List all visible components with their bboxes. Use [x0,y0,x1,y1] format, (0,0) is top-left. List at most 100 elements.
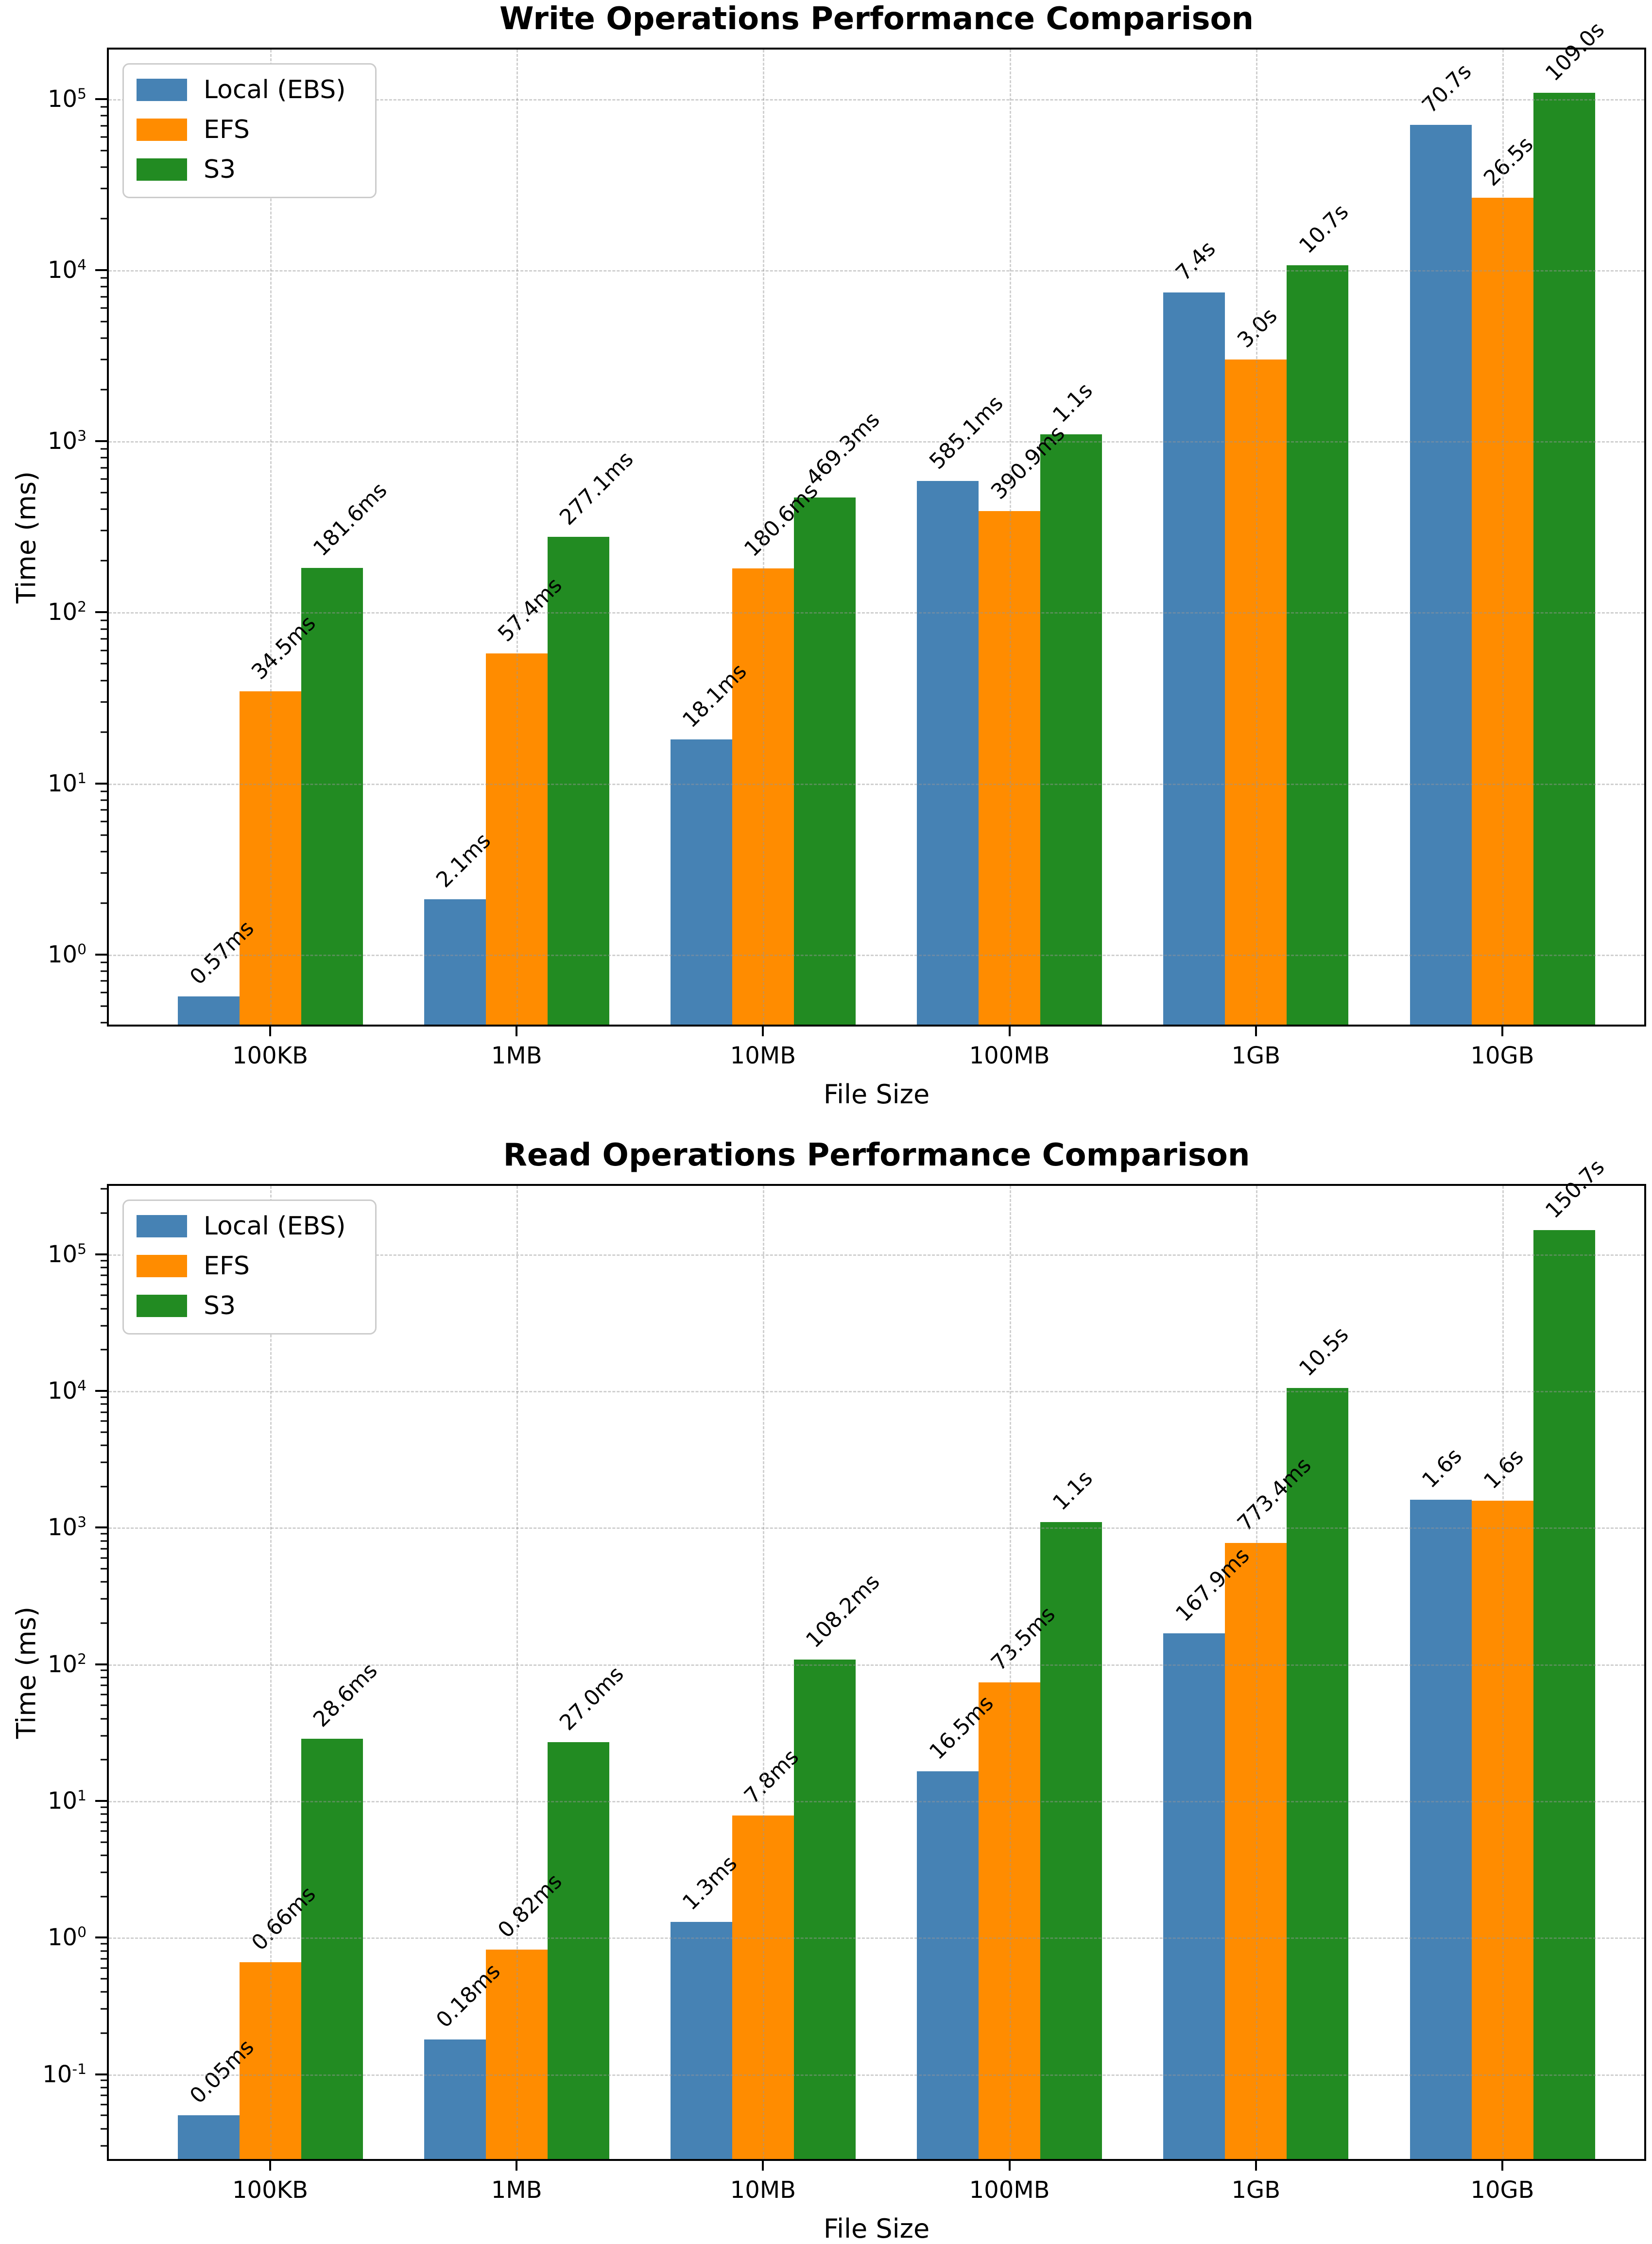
x-tick [1008,2159,1011,2171]
y-minor-tick [101,1759,107,1761]
y-tick-label: 10-1 [42,2060,86,2088]
y-minor-tick [101,2128,107,2130]
bar-value-label: 585.1ms [924,391,1008,475]
y-minor-tick [101,650,107,651]
bar-write-s3-10mb [793,497,856,1025]
y-minor-tick [101,1622,107,1624]
y-minor-tick [101,166,107,168]
bar-read-s3-10mb [793,1659,856,2159]
y-minor-tick [101,1403,107,1405]
y-major-tick [95,1389,107,1392]
y-minor-tick [101,701,107,703]
y-minor-tick [101,902,107,904]
legend-item-s3: S3 [137,157,346,182]
bar-read-s3-1mb [547,1742,609,2159]
y-tick-label: 105 [47,1240,86,1268]
bar-value-label: 108.2ms [801,1569,885,1653]
y-minor-tick [101,2145,107,2147]
x-tick [1008,1025,1011,1036]
y-minor-tick [101,1735,107,1737]
y-minor-tick [101,448,107,450]
y-minor-tick [101,1830,107,1832]
y-minor-tick [101,1677,107,1679]
y-minor-tick [101,980,107,982]
y-minor-tick [101,150,107,152]
y-minor-tick [101,1598,107,1600]
y-minor-tick [101,492,107,494]
bar-write-local-ebs-10gb [1410,125,1472,1025]
y-tick-label: 101 [47,1787,86,1815]
y-minor-tick [101,1568,107,1570]
y-minor-tick [101,307,107,309]
bar-write-efs-100mb [979,511,1041,1025]
bar-read-s3-10gb [1533,1230,1595,2159]
y-minor-tick [101,188,107,189]
bar-read-s3-100mb [1040,1522,1102,2159]
y-minor-tick [101,136,107,138]
x-tick-label-100kb: 100KB [232,2176,309,2204]
x-tick [1255,2159,1257,2171]
y-minor-tick [101,1431,107,1433]
legend-label: Local (EBS) [204,1212,346,1241]
y-minor-tick [101,2094,107,2096]
y-minor-tick [101,638,107,640]
bar-write-efs-10mb [732,568,794,1025]
bar-read-local-ebs-100kb [177,2115,240,2159]
y-major-tick [95,1253,107,1255]
x-tick [762,1025,764,1036]
y-minor-tick [101,1841,107,1843]
x-tick-label-10mb: 10MB [730,2176,796,2204]
y-minor-tick [101,296,107,298]
y-tick-label: 102 [47,1650,86,1678]
y-minor-tick [101,628,107,630]
bar-value-label: 70.7s [1417,59,1477,119]
y-minor-tick [101,2087,107,2089]
x-tick-label-100kb: 100KB [232,1042,309,1069]
legend-label: Local (EBS) [204,75,346,104]
bar-write-efs-1gb [1225,360,1287,1025]
bar-value-label: 10.7s [1294,199,1354,258]
y-minor-tick [101,1444,107,1446]
y-minor-tick [101,1267,107,1268]
y-minor-tick [101,872,107,874]
x-tick [1501,1025,1503,1036]
y-minor-tick [101,1308,107,1310]
write-chart-plot-area: Write Operations Performance Comparison … [11,1,1646,1110]
y-minor-tick [101,1978,107,1980]
write-chart-x-axis-label: File Size [823,1079,930,1110]
y-minor-tick [101,1548,107,1550]
legend-item-local-ebs: Local (EBS) [137,1214,346,1239]
bar-read-efs-100kb [239,1962,301,2159]
y-minor-tick [101,1896,107,1898]
bar-read-efs-100mb [979,1682,1041,2159]
y-minor-tick [101,1420,107,1422]
legend-swatch-icon [137,79,187,101]
bar-read-efs-10gb [1471,1501,1533,2159]
y-minor-tick [101,1212,107,1214]
y-minor-tick [101,1950,107,1952]
y-major-tick [95,1663,107,1665]
y-minor-tick [101,1486,107,1488]
y-tick-label: 102 [47,599,86,626]
y-minor-tick [101,457,107,459]
bar-write-efs-100kb [239,691,301,1025]
x-tick [269,1025,271,1036]
legend-item-efs: EFS [137,117,346,142]
y-minor-tick [101,790,107,792]
bar-read-efs-1gb [1225,1542,1287,2159]
y-minor-tick [101,1188,107,1190]
x-tick-label-10gb: 10GB [1470,2176,1534,2204]
y-minor-tick [101,809,107,811]
y-minor-tick [101,1871,107,1873]
bar-read-s3-1gb [1287,1388,1349,2159]
y-minor-tick [101,1854,107,1856]
y-minor-tick [101,1813,107,1815]
y-minor-tick [101,321,107,323]
y-minor-tick [101,834,107,836]
y-minor-tick [101,1718,107,1720]
x-tick-label-10mb: 10MB [730,1042,796,1069]
y-minor-tick [101,1533,107,1535]
y-major-tick [95,611,107,614]
bar-write-s3-100mb [1040,434,1102,1025]
bar-write-s3-1gb [1287,265,1349,1025]
